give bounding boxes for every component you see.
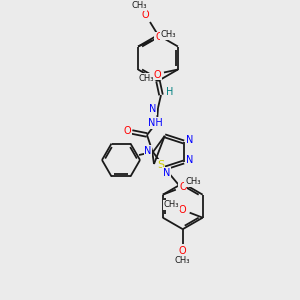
Text: CH₃: CH₃: [160, 30, 176, 39]
Text: CH₃: CH₃: [138, 74, 154, 83]
Text: N: N: [163, 168, 170, 178]
Text: O: O: [123, 126, 131, 136]
Text: N: N: [149, 104, 157, 114]
Text: O: O: [141, 10, 149, 20]
Text: O: O: [179, 246, 187, 256]
Text: CH₃: CH₃: [131, 2, 147, 10]
Text: NH: NH: [148, 118, 162, 128]
Text: H: H: [166, 87, 174, 97]
Text: N: N: [186, 135, 194, 145]
Text: S: S: [158, 160, 165, 170]
Text: N: N: [144, 146, 152, 156]
Text: N: N: [186, 155, 194, 165]
Text: CH₃: CH₃: [164, 200, 179, 209]
Text: O: O: [179, 182, 187, 192]
Text: CH₃: CH₃: [185, 177, 201, 186]
Text: O: O: [155, 32, 163, 43]
Text: CH₃: CH₃: [175, 256, 190, 265]
Text: O: O: [179, 205, 187, 215]
Text: O: O: [153, 70, 161, 80]
